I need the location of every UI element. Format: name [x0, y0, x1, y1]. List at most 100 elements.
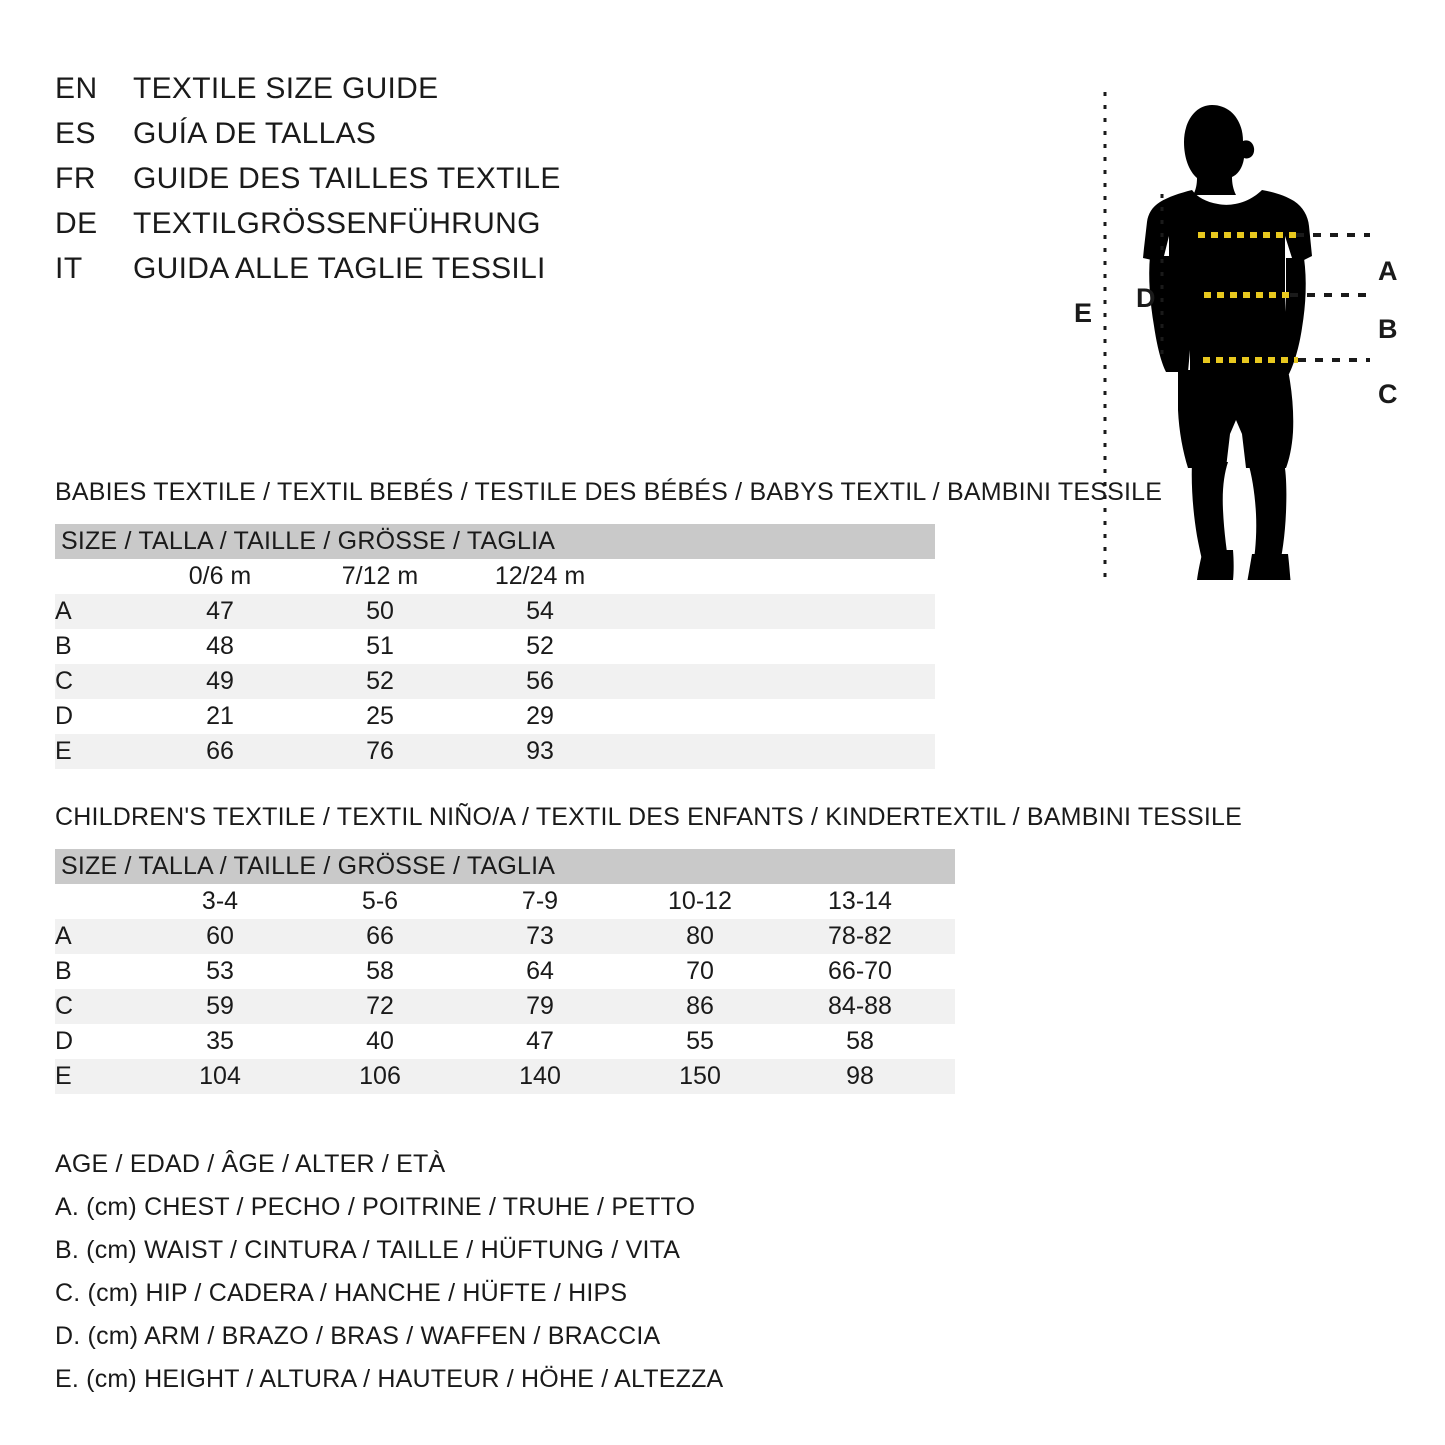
children-col-head-4: 13-14: [828, 887, 892, 915]
figure-label-a: A: [1378, 256, 1398, 286]
children-cell-d-3: 55: [686, 1027, 714, 1055]
children-cell-b-4: 66-70: [828, 957, 892, 985]
children-cell-e-3: 150: [620, 1059, 780, 1094]
children-cell-e-2: 140: [460, 1059, 620, 1094]
children-row-key-d: D: [55, 1027, 74, 1055]
babies-cell-c-1: 52: [300, 664, 460, 699]
babies-column-header-row: 0/6 m 7/12 m 12/24 m: [55, 559, 935, 594]
children-col-head-1: 5-6: [361, 887, 399, 915]
children-row-key-b: B: [55, 957, 72, 985]
babies-col-pad: [620, 559, 935, 594]
children-cell-e-0: 104: [140, 1059, 300, 1094]
babies-size-table: SIZE / TALLA / TAILLE / GRÖSSE / TAGLIA …: [55, 524, 936, 769]
babies-row-pad: [620, 734, 936, 769]
table-row: A 60 66 73 80 78-82: [55, 919, 956, 954]
title-lang-en: EN: [55, 72, 98, 105]
babies-cell-d-0: 21: [206, 702, 234, 730]
title-lang-es: ES: [55, 117, 97, 150]
babies-cell-b-2: 52: [526, 632, 554, 660]
title-row: FR GUIDE DES TAILLES TEXTILE: [55, 162, 695, 207]
title-lang-fr: FR: [55, 162, 96, 195]
children-cell-e-4: 98: [780, 1059, 940, 1094]
title-row: EN TEXTILE SIZE GUIDE: [55, 72, 695, 117]
babies-col-head-1: 7/12 m: [341, 562, 419, 590]
children-cell-a-0: 60: [140, 919, 300, 954]
children-cell-a-4: 78-82: [780, 919, 940, 954]
babies-row-key-a: A: [55, 594, 140, 629]
babies-band-cell: SIZE / TALLA / TAILLE / GRÖSSE / TAGLIA: [55, 524, 936, 559]
children-corner-cell: [55, 884, 140, 919]
children-col-pad: [940, 884, 955, 919]
babies-row-key-d: D: [55, 702, 74, 730]
children-col-head-2: 7-9: [521, 887, 559, 915]
children-cell-d-4: 58: [846, 1027, 874, 1055]
table-row: C 49 52 56: [55, 664, 936, 699]
children-cell-d-0: 35: [206, 1027, 234, 1055]
figure-label-d: D: [1136, 283, 1156, 313]
legend-line-e-height: E. (cm) HEIGHT / ALTURA / HAUTEUR / HÖHE…: [55, 1365, 724, 1393]
table-row: E 66 76 93: [55, 734, 936, 769]
babies-section: BABIES TEXTILE / TEXTIL BEBÉS / TESTILE …: [55, 478, 1162, 769]
table-row: C 59 72 79 86 84-88: [55, 989, 956, 1024]
babies-cell-c-2: 56: [460, 664, 620, 699]
babies-cell-a-2: 54: [460, 594, 620, 629]
title-lang-de: DE: [55, 207, 98, 240]
babies-col-head-0: 0/6 m: [188, 562, 252, 590]
babies-col-head-2: 12/24 m: [494, 562, 586, 590]
babies-section-title: BABIES TEXTILE / TEXTIL BEBÉS / TESTILE …: [55, 478, 1163, 506]
children-size-table: SIZE / TALLA / TAILLE / GRÖSSE / TAGLIA …: [55, 849, 956, 1094]
children-cell-d-2: 47: [526, 1027, 554, 1055]
babies-row-pad: [620, 594, 936, 629]
children-row-key-a: A: [55, 919, 140, 954]
legend-line-age: AGE / EDAD / ÂGE / ALTER / ETÀ: [55, 1150, 446, 1178]
legend-line-d-arm: D. (cm) ARM / BRAZO / BRAS / WAFFEN / BR…: [55, 1322, 661, 1350]
children-col-head-0: 3-4: [201, 887, 239, 915]
children-row-pad: [940, 1059, 956, 1094]
children-cell-b-3: 70: [686, 957, 714, 985]
title-lang-it: IT: [55, 252, 83, 285]
figure-label-e: E: [1074, 298, 1093, 328]
table-row: B 48 51 52: [55, 629, 935, 664]
figure-label-b: B: [1378, 314, 1398, 344]
size-figure-diagram: A B C D E: [1040, 50, 1445, 580]
babies-cell-a-0: 47: [140, 594, 300, 629]
babies-band-row: SIZE / TALLA / TAILLE / GRÖSSE / TAGLIA: [55, 524, 936, 559]
children-row-key-c: C: [55, 989, 140, 1024]
children-row-pad: [940, 1024, 955, 1059]
babies-cell-d-2: 29: [526, 702, 554, 730]
children-cell-b-0: 53: [206, 957, 234, 985]
babies-cell-c-0: 49: [140, 664, 300, 699]
table-row: D 35 40 47 55 58: [55, 1024, 955, 1059]
babies-cell-b-1: 51: [366, 632, 394, 660]
babies-cell-e-1: 76: [300, 734, 460, 769]
babies-cell-a-1: 50: [300, 594, 460, 629]
title-text-it: GUIDA ALLE TAGLIE TESSILI: [133, 252, 546, 285]
title-block: EN TEXTILE SIZE GUIDE ES GUÍA DE TALLAS …: [55, 72, 695, 297]
legend-line-a-chest: A. (cm) CHEST / PECHO / POITRINE / TRUHE…: [55, 1193, 696, 1221]
children-cell-a-2: 73: [460, 919, 620, 954]
title-row: ES GUÍA DE TALLAS: [55, 117, 695, 162]
children-band-cell: SIZE / TALLA / TAILLE / GRÖSSE / TAGLIA: [55, 849, 956, 884]
children-cell-b-1: 58: [366, 957, 394, 985]
children-col-head-3: 10-12: [668, 887, 732, 915]
children-column-header-row: 3-4 5-6 7-9 10-12 13-14: [55, 884, 955, 919]
children-cell-c-0: 59: [140, 989, 300, 1024]
children-cell-c-4: 84-88: [780, 989, 940, 1024]
children-band-row: SIZE / TALLA / TAILLE / GRÖSSE / TAGLIA: [55, 849, 956, 884]
children-cell-d-1: 40: [366, 1027, 394, 1055]
babies-row-key-e: E: [55, 734, 140, 769]
children-cell-c-3: 86: [620, 989, 780, 1024]
table-row: D 21 25 29: [55, 699, 935, 734]
table-row: E 104 106 140 150 98: [55, 1059, 956, 1094]
children-cell-a-1: 66: [300, 919, 460, 954]
children-section: CHILDREN'S TEXTILE / TEXTIL NIÑO/A / TEX…: [55, 803, 1242, 1094]
babies-cell-d-1: 25: [366, 702, 394, 730]
children-cell-b-2: 64: [526, 957, 554, 985]
children-cell-c-2: 79: [460, 989, 620, 1024]
table-row: A 47 50 54: [55, 594, 936, 629]
children-row-key-e: E: [55, 1059, 140, 1094]
babies-row-pad: [620, 664, 936, 699]
title-row: IT GUIDA ALLE TAGLIE TESSILI: [55, 252, 695, 297]
babies-corner-cell: [55, 559, 140, 594]
children-cell-a-3: 80: [620, 919, 780, 954]
